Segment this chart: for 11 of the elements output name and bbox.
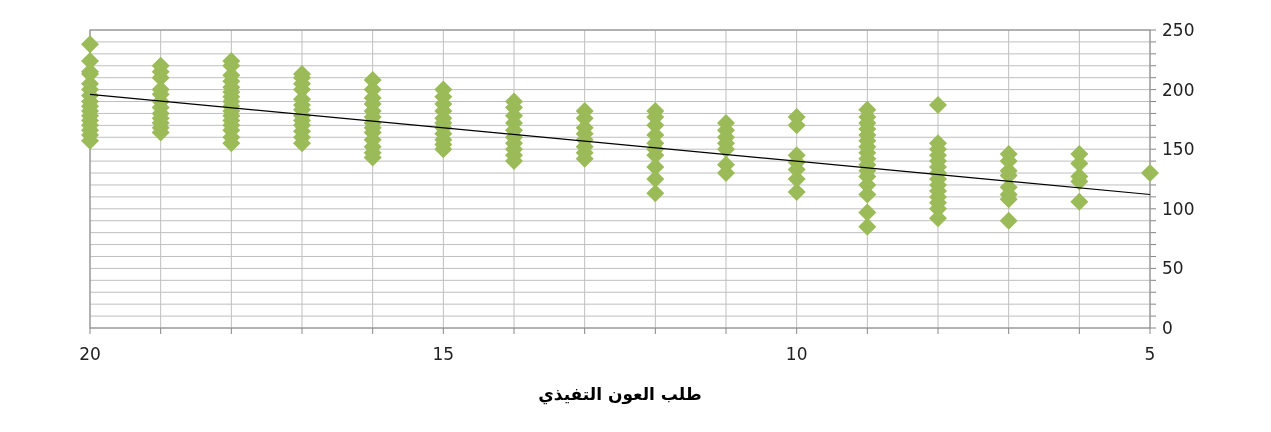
y-tick-label: 250 <box>1162 20 1195 40</box>
x-axis-title: طلب العون التفيذي <box>538 384 702 405</box>
y-tick-label: 200 <box>1162 79 1195 100</box>
x-tick-label: 20 <box>79 344 101 364</box>
y-tick-label: 50 <box>1162 258 1184 279</box>
y-tick-label: 100 <box>1162 198 1195 219</box>
x-tick-label: 15 <box>432 344 455 364</box>
x-tick-label: 10 <box>785 344 808 364</box>
y-tick-label: 150 <box>1162 139 1195 160</box>
y-tick-label: 0 <box>1162 318 1173 338</box>
x-tick-label: 5 <box>1144 344 1156 364</box>
